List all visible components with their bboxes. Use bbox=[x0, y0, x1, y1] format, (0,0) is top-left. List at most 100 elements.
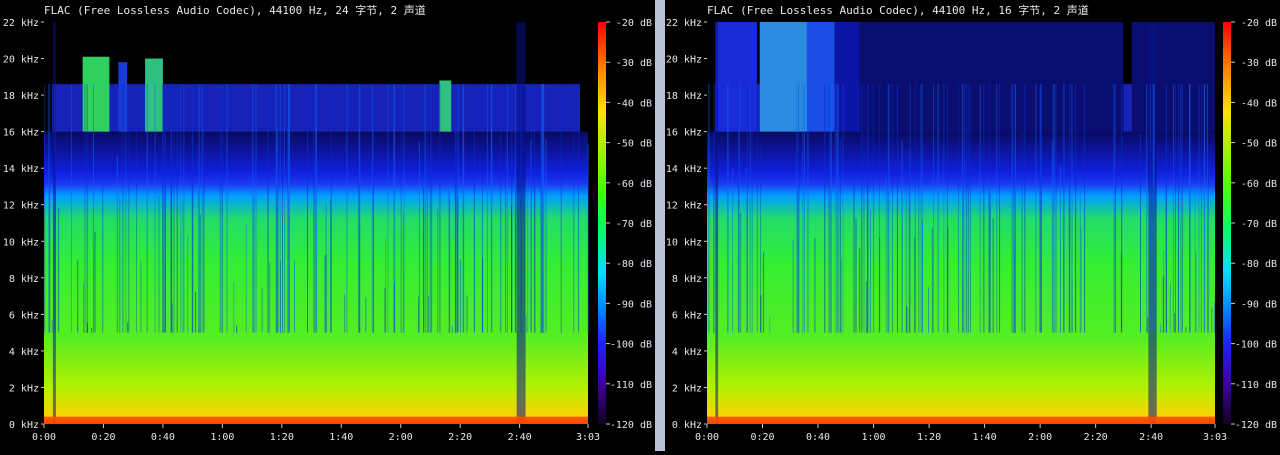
texture-streak bbox=[287, 84, 289, 333]
texture-streak bbox=[836, 84, 838, 333]
y-tick-label: 18 kHz bbox=[666, 91, 702, 102]
texture-streak bbox=[1189, 84, 1191, 333]
texture-streak bbox=[504, 150, 506, 333]
texture-streak bbox=[989, 194, 991, 333]
texture-streak bbox=[94, 231, 96, 333]
texture-streak bbox=[344, 294, 346, 333]
texture-streak bbox=[587, 143, 589, 333]
texture-streak bbox=[1014, 84, 1016, 333]
colorbar-tick-label: -40 dB bbox=[616, 98, 652, 109]
colorbar-tick-label: -50 dB bbox=[1241, 139, 1277, 150]
texture-streak bbox=[267, 84, 269, 333]
colorbar-tick-label: -90 dB bbox=[1241, 299, 1277, 310]
texture-streak bbox=[908, 150, 910, 333]
texture-streak bbox=[901, 191, 903, 333]
texture-streak bbox=[732, 168, 734, 333]
texture-streak bbox=[859, 248, 861, 333]
texture-streak bbox=[840, 258, 842, 333]
texture-streak bbox=[749, 84, 751, 333]
y-tick-label: 20 kHz bbox=[666, 55, 702, 66]
texture-streak bbox=[437, 209, 439, 333]
x-tick-label: 1:00 bbox=[862, 432, 886, 443]
colorbar-tick-label: -80 dB bbox=[1241, 259, 1277, 270]
texture-streak bbox=[918, 152, 920, 333]
spectrum-body bbox=[707, 131, 1215, 425]
texture-streak bbox=[540, 84, 542, 333]
texture-streak bbox=[967, 84, 969, 333]
texture-streak bbox=[119, 197, 121, 333]
texture-streak bbox=[287, 84, 289, 333]
texture-streak bbox=[727, 84, 729, 333]
texture-streak bbox=[116, 155, 118, 333]
texture-streak bbox=[830, 84, 832, 333]
colorbar-tick-label: -120 dB bbox=[1235, 420, 1277, 431]
texture-streak bbox=[578, 84, 580, 333]
spectrum-texture bbox=[44, 84, 589, 333]
texture-streak bbox=[906, 306, 908, 333]
texture-streak bbox=[122, 84, 124, 333]
texture-streak bbox=[792, 239, 794, 333]
texture-streak bbox=[514, 84, 516, 333]
texture-streak bbox=[1207, 164, 1209, 333]
y-tick-label: 20 kHz bbox=[3, 55, 39, 66]
texture-streak bbox=[277, 84, 279, 333]
texture-streak bbox=[530, 84, 532, 333]
spectrogram-panel-right: FLAC (Free Lossless Audio Codec), 44100 … bbox=[665, 0, 1280, 451]
x-tick-label: 1:00 bbox=[210, 432, 234, 443]
texture-streak bbox=[1063, 84, 1065, 333]
x-tick-label: 2:40 bbox=[1139, 432, 1163, 443]
texture-streak bbox=[269, 262, 271, 333]
low-freq-band bbox=[44, 416, 588, 424]
texture-streak bbox=[171, 84, 173, 333]
texture-streak bbox=[439, 84, 441, 333]
texture-streak bbox=[1013, 240, 1015, 333]
texture-streak bbox=[346, 84, 348, 333]
hf-segment bbox=[715, 22, 757, 132]
texture-streak bbox=[1080, 226, 1082, 333]
texture-streak bbox=[1075, 84, 1077, 333]
texture-streak bbox=[136, 84, 138, 333]
texture-streak bbox=[1169, 282, 1171, 333]
texture-streak bbox=[219, 84, 221, 333]
texture-streak bbox=[914, 236, 916, 333]
texture-streak bbox=[1189, 84, 1191, 333]
texture-streak bbox=[330, 198, 332, 333]
texture-streak bbox=[1069, 84, 1071, 333]
x-tick-label: 3:03 bbox=[1203, 432, 1227, 443]
texture-streak bbox=[745, 166, 747, 333]
texture-streak bbox=[171, 303, 173, 333]
texture-streak bbox=[838, 84, 840, 333]
y-tick-label: 22 kHz bbox=[3, 18, 39, 29]
texture-streak bbox=[738, 84, 740, 333]
texture-streak bbox=[1024, 84, 1026, 333]
y-tick-label: 4 kHz bbox=[672, 347, 702, 358]
texture-streak bbox=[58, 208, 60, 333]
texture-streak bbox=[385, 238, 387, 333]
hf-segment bbox=[759, 22, 807, 132]
texture-streak bbox=[49, 84, 51, 333]
panel-divider[interactable] bbox=[655, 0, 665, 451]
colorbar-tick-label: -30 dB bbox=[1241, 58, 1277, 69]
texture-streak bbox=[1055, 84, 1057, 333]
texture-streak bbox=[928, 287, 930, 333]
texture-streak bbox=[394, 84, 396, 333]
texture-streak bbox=[164, 183, 166, 333]
texture-streak bbox=[708, 84, 710, 333]
texture-streak bbox=[51, 319, 53, 333]
colorbar-tick-label: -30 dB bbox=[616, 58, 652, 69]
texture-streak bbox=[961, 84, 963, 333]
texture-streak bbox=[1040, 84, 1042, 333]
texture-streak bbox=[140, 261, 142, 333]
quiet-gap bbox=[715, 22, 719, 424]
texture-streak bbox=[1012, 84, 1014, 333]
texture-streak bbox=[400, 84, 402, 333]
colorbar-tick-label: -120 dB bbox=[610, 420, 652, 431]
texture-streak bbox=[84, 84, 86, 333]
texture-streak bbox=[1149, 84, 1151, 333]
low-freq-band bbox=[707, 416, 1215, 424]
texture-streak bbox=[964, 84, 966, 333]
texture-streak bbox=[417, 296, 419, 333]
texture-streak bbox=[1120, 253, 1122, 333]
texture-streak bbox=[1146, 84, 1148, 333]
texture-streak bbox=[281, 84, 283, 333]
